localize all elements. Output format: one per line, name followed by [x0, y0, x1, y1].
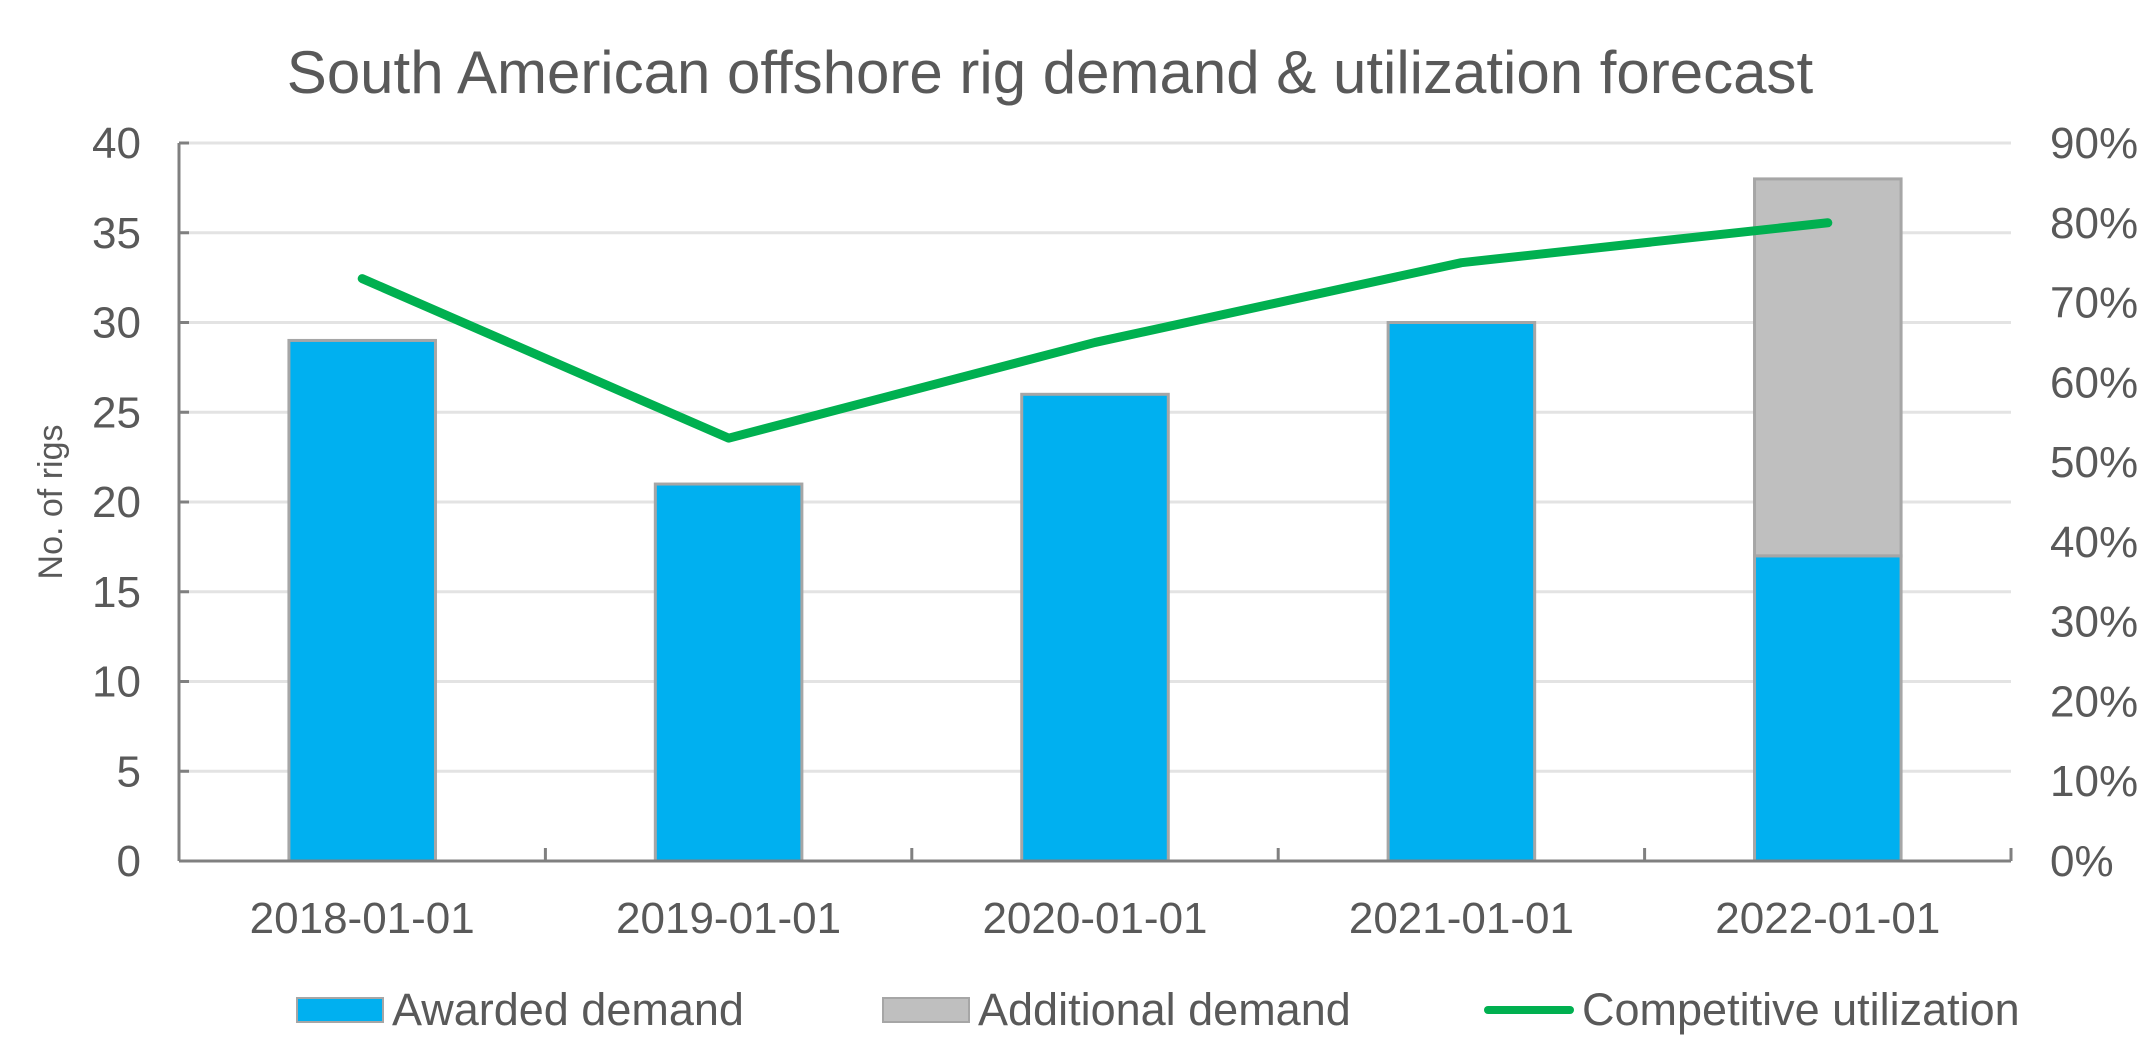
- chart-title: South American offshore rig demand & uti…: [286, 39, 1814, 106]
- legend-swatch-additional-demand: [882, 997, 970, 1023]
- y-tick-label: 25: [92, 388, 141, 437]
- legend: Awarded demand Additional demand Competi…: [0, 980, 2155, 1040]
- y2-tick-label: 10%: [2050, 757, 2138, 806]
- y2-tick-label: 20%: [2050, 677, 2138, 726]
- y-tick-label: 40: [92, 119, 141, 168]
- y-tick-label: 10: [92, 658, 141, 707]
- bar-awarded-demand: [1020, 392, 1170, 863]
- legend-label-awarded-demand: Awarded demand: [392, 984, 744, 1035]
- y-axis-label: No. of rigs: [32, 425, 70, 580]
- chart-area: 0 5 10 15 20 25 30 35 40 0% 10% 20% 30% 40% 50% 60% 70% 8…: [32, 119, 2138, 943]
- legend-swatch-competitive-utilization: [1484, 1006, 1574, 1014]
- bar-awarded-demand: [1386, 321, 1537, 863]
- x-tick-label: 2020-01-01: [982, 894, 1207, 943]
- x-tick-label: 2019-01-01: [616, 894, 841, 943]
- y-tick-label: 0: [117, 837, 141, 886]
- legend-item-awarded-demand: Awarded demand: [296, 980, 744, 1040]
- x-tick-label: 2021-01-01: [1349, 894, 1574, 943]
- bar-awarded-demand: [653, 482, 804, 863]
- y2-tick-label: 60%: [2050, 358, 2138, 407]
- y2-tick-label: 90%: [2050, 119, 2138, 168]
- bar-awarded-demand: [287, 338, 437, 863]
- legend-item-additional-demand: Additional demand: [882, 980, 1351, 1040]
- bar-additional-demand: [1753, 177, 1903, 558]
- x-tick-label: 2018-01-01: [250, 894, 475, 943]
- y-tick-label: 20: [92, 478, 141, 527]
- y-tick-label: 30: [92, 299, 141, 348]
- y2-tick-label: 80%: [2050, 199, 2138, 248]
- legend-label-additional-demand: Additional demand: [978, 984, 1351, 1035]
- y2-tick-label: 30%: [2050, 598, 2138, 647]
- y-tick-label: 5: [117, 747, 141, 796]
- y2-tick-label: 70%: [2050, 279, 2138, 328]
- y2-tick-label: 0%: [2050, 837, 2114, 886]
- y-tick-label: 35: [92, 209, 141, 258]
- y-tick-label: 15: [92, 568, 141, 617]
- legend-label-competitive-utilization: Competitive utilization: [1582, 984, 2020, 1035]
- bar-awarded-demand: [1753, 554, 1903, 863]
- legend-item-competitive-utilization: Competitive utilization: [1484, 980, 2020, 1040]
- x-tick-label: 2022-01-01: [1715, 894, 1940, 943]
- y2-tick-label: 50%: [2050, 438, 2138, 487]
- y2-tick-label: 40%: [2050, 518, 2138, 567]
- legend-swatch-awarded-demand: [296, 997, 384, 1023]
